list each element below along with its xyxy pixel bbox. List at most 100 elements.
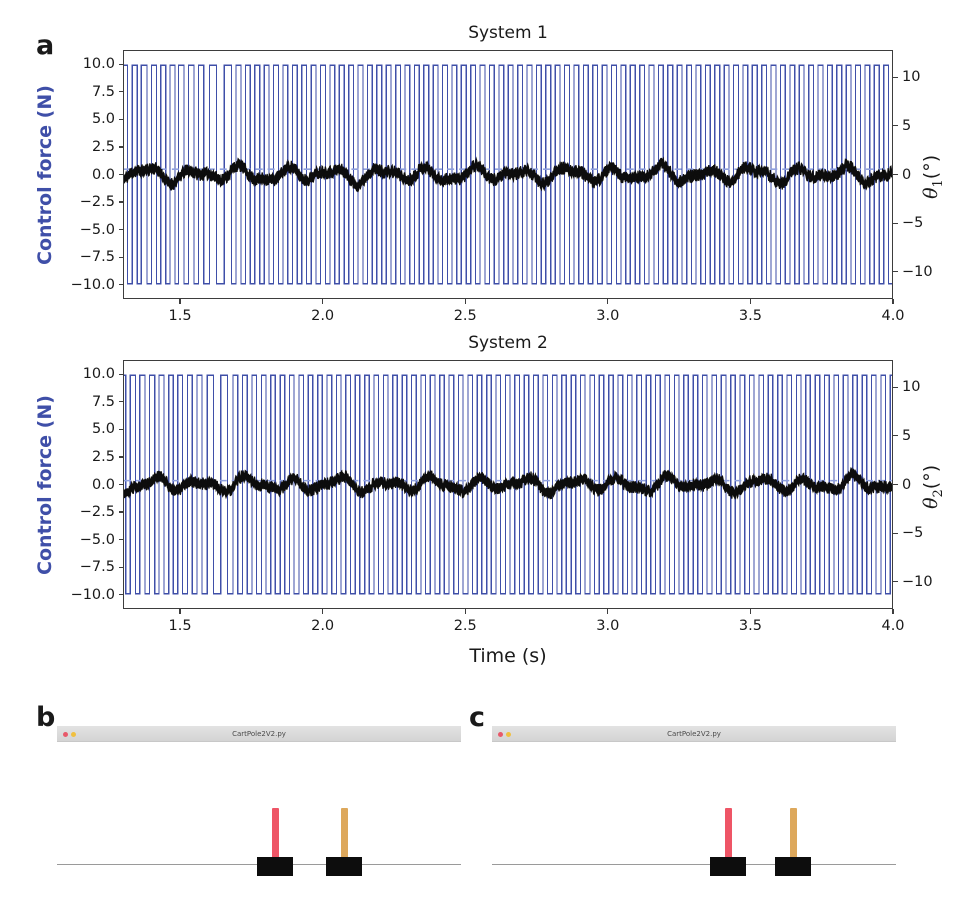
y-tickmark-left <box>118 511 123 513</box>
sim-window-c[interactable]: CartPole2V2.py <box>492 726 896 901</box>
chart-1-ylabel-right: θ1(°) <box>920 117 946 237</box>
y-tick-label-left: −7.5 <box>79 249 115 266</box>
y-tickmark-right <box>893 435 898 437</box>
theta-subscript-2: 2 <box>930 489 946 498</box>
minimize-dot-icon[interactable] <box>506 731 511 737</box>
x-tickmark <box>179 299 181 304</box>
y-tick-label-right: −5 <box>902 525 924 542</box>
x-tickmark <box>607 609 609 614</box>
y-tickmark-left <box>118 456 123 458</box>
y-tick-label-right: 5 <box>902 427 912 444</box>
y-tick-label-left: 0.0 <box>91 166 115 183</box>
y-tick-label-right: −10 <box>902 263 933 280</box>
chart-1-title: System 1 <box>468 23 548 43</box>
y-tickmark-right <box>893 483 898 486</box>
chart-1-plot-area <box>123 50 893 299</box>
y-tick-label-left: 5.0 <box>91 111 115 128</box>
theta-subscript-1: 1 <box>930 179 946 188</box>
y-tickmark-left <box>118 91 123 93</box>
x-tick-label: 3.0 <box>596 618 620 634</box>
x-tickmark <box>322 609 324 614</box>
y-tick-label-left: 2.5 <box>91 138 115 155</box>
y-tick-label-left: 5.0 <box>91 421 115 438</box>
x-tickmark <box>892 299 894 304</box>
y-tickmark-left <box>118 228 123 231</box>
x-tick-label: 2.5 <box>453 618 477 634</box>
y-tickmark-left <box>118 118 123 120</box>
y-tick-label-left: −7.5 <box>79 559 115 576</box>
y-tick-label-right: 10 <box>902 379 921 396</box>
y-tickmark-left <box>118 538 123 541</box>
y-tick-label-left: −2.5 <box>79 194 115 211</box>
sim-c-pole-1 <box>724 808 732 870</box>
sim-c-track <box>492 864 896 865</box>
degree-unit-2: (°) <box>920 464 943 490</box>
x-tickmark <box>892 609 894 614</box>
chart-2-plot-area <box>123 360 893 609</box>
close-dot-icon[interactable] <box>63 731 68 737</box>
close-dot-icon[interactable] <box>498 731 503 737</box>
x-tick-label: 3.5 <box>738 618 762 634</box>
y-tickmark-right <box>893 386 898 388</box>
sim-b-titlebar[interactable]: CartPole2V2.py <box>57 726 461 742</box>
chart-2-canvas <box>124 374 892 595</box>
x-tick-label: 1.5 <box>168 308 192 324</box>
x-tick-label: 2.5 <box>453 308 477 324</box>
y-tickmark-left <box>118 428 123 430</box>
chart-2-ylabel-right: θ2(°) <box>920 427 946 547</box>
x-tickmark <box>464 299 466 304</box>
y-tick-label-right: −5 <box>902 215 924 232</box>
x-tick-label: 3.5 <box>738 308 762 324</box>
sim-c-window-title: CartPole2V2.py <box>667 730 721 738</box>
sim-window-b[interactable]: CartPole2V2.py <box>57 726 461 901</box>
chart-system-1: System 1 <box>123 23 893 299</box>
sim-c-cart-2[interactable] <box>775 857 811 876</box>
x-tick-label: 2.0 <box>311 308 335 324</box>
y-tickmark-left <box>118 146 123 148</box>
chart-xlabel-time: Time (s) <box>469 645 547 667</box>
x-tickmark <box>749 299 751 304</box>
sim-b-window-title: CartPole2V2.py <box>232 730 286 738</box>
y-tick-label-right: 5 <box>902 117 912 134</box>
y-tick-label-left: 7.5 <box>91 393 115 410</box>
y-tickmark-right <box>893 125 898 127</box>
sim-b-canvas <box>57 742 461 901</box>
x-tick-label: 3.0 <box>596 308 620 324</box>
y-tick-label-left: −10.0 <box>70 586 115 603</box>
chart-system-2: System 2 <box>123 333 893 609</box>
minimize-dot-icon[interactable] <box>71 731 76 737</box>
sim-c-pole-2 <box>789 808 797 870</box>
chart-1-canvas <box>124 64 892 285</box>
theta-symbol-1: θ <box>920 187 943 199</box>
sim-b-cart-2[interactable] <box>326 857 362 876</box>
x-tickmark <box>322 299 324 304</box>
y-tick-label-left: 7.5 <box>91 83 115 100</box>
chart-2-ylabel-left: Control force (N) <box>34 395 56 575</box>
y-tick-label-left: 10.0 <box>82 366 115 383</box>
sim-c-cart-1[interactable] <box>710 857 746 876</box>
panel-letter-b: b <box>36 702 56 733</box>
x-tick-label: 4.0 <box>881 618 905 634</box>
sim-b-pole-2 <box>340 808 348 870</box>
y-tick-label-right: 10 <box>902 69 921 86</box>
y-tickmark-right <box>893 271 898 273</box>
y-tickmark-left <box>118 566 123 568</box>
x-tick-label: 1.5 <box>168 618 192 634</box>
sim-c-titlebar[interactable]: CartPole2V2.py <box>492 726 896 742</box>
panel-letter-c: c <box>469 702 486 733</box>
y-tickmark-right <box>893 76 898 78</box>
chart-2-title: System 2 <box>468 333 548 353</box>
y-tickmark-left <box>118 256 123 258</box>
y-tick-label-left: −5.0 <box>79 531 115 548</box>
y-tickmark-left <box>118 594 123 596</box>
sim-b-cart-1[interactable] <box>257 857 293 876</box>
y-tickmark-right <box>893 173 898 176</box>
y-tick-label-left: −2.5 <box>79 504 115 521</box>
y-tick-label-left: 2.5 <box>91 448 115 465</box>
y-tick-label-right: 0 <box>902 166 912 183</box>
panel-letter-a: a <box>36 30 55 61</box>
y-tickmark-left <box>118 401 123 403</box>
x-tickmark <box>464 609 466 614</box>
y-tickmark-left <box>118 173 123 176</box>
